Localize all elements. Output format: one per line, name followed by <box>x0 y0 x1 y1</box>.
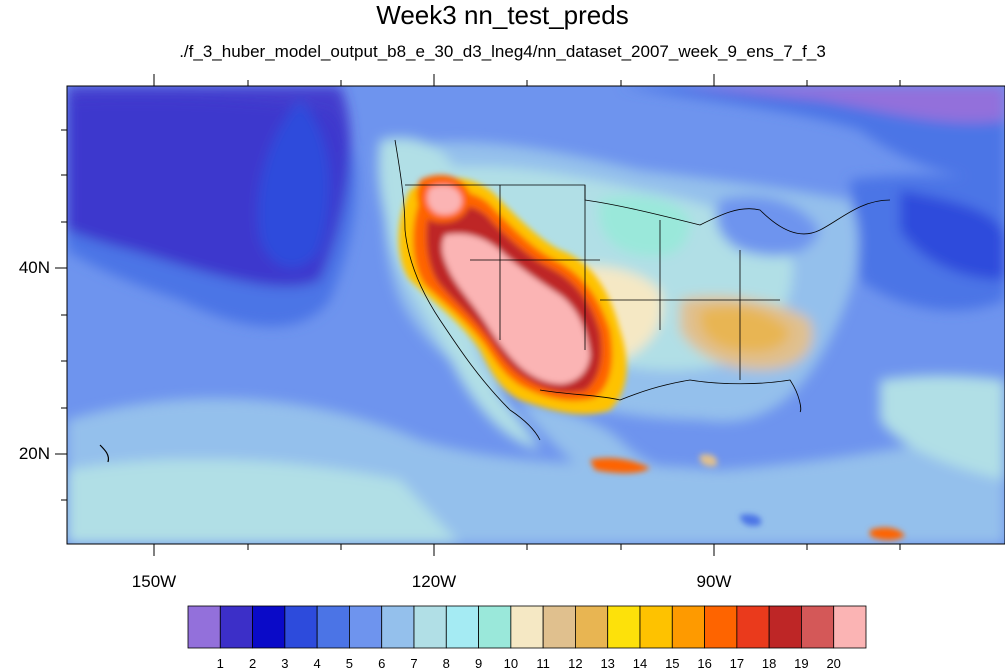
colorbar-swatch <box>478 605 512 649</box>
colorbar-tick-label: 16 <box>697 656 712 671</box>
lat-label-20n: 20N <box>18 444 50 463</box>
colorbar-tick-label: 19 <box>794 656 809 671</box>
lat-ticks <box>55 129 67 501</box>
colorbar-tick-label: 9 <box>474 656 483 671</box>
colorbar-swatch <box>607 605 641 649</box>
lat-label-40n: 40N <box>18 258 50 277</box>
figure-title: Week3 nn_test_preds <box>376 0 629 30</box>
colorbar-tick-label: 20 <box>826 656 841 671</box>
colorbar-swatch <box>704 605 738 649</box>
colorbar-tick-label: 8 <box>442 656 450 671</box>
colorbar-swatch <box>801 605 835 649</box>
colorbar-swatch <box>316 605 350 649</box>
colorbar-swatch <box>510 605 544 649</box>
colorbar-swatch <box>219 605 253 649</box>
coastlines <box>99 139 891 463</box>
colorbar <box>187 605 867 649</box>
colorbar-swatch <box>736 605 770 649</box>
colorbar-swatch <box>413 605 447 649</box>
colorbar-tick-label: 3 <box>281 656 289 671</box>
colorbar-swatch <box>768 605 802 649</box>
lon-label-150w: 150W <box>131 572 177 591</box>
lon-ticks <box>153 74 901 556</box>
colorbar-tick-label: 13 <box>600 656 615 671</box>
colorbar-swatch <box>187 605 221 649</box>
colorbar-swatch <box>284 605 318 649</box>
colorbar-swatch <box>671 605 705 649</box>
colorbar-tick-label: 6 <box>378 656 386 671</box>
figure-subtitle: ./f_3_huber_model_output_b8_e_30_d3_lneg… <box>179 42 826 61</box>
colorbar-swatch <box>252 605 286 649</box>
colorbar-swatch <box>575 605 609 649</box>
map-field <box>67 86 1005 544</box>
colorbar-tick-label: 7 <box>410 656 418 671</box>
colorbar-tick-label: 15 <box>665 656 680 671</box>
colorbar-tick-label: 4 <box>313 656 321 671</box>
colorbar-tick-label: 5 <box>345 656 353 671</box>
colorbar-tick-label: 18 <box>761 656 777 671</box>
colorbar-tick-label: 11 <box>536 656 550 671</box>
lon-label-90w: 90W <box>696 572 732 591</box>
colorbar-swatch <box>639 605 673 649</box>
colorbar-tick-label: 1 <box>216 656 224 671</box>
colorbar-tick-label: 14 <box>632 656 648 671</box>
colorbar-swatch <box>445 605 479 649</box>
colorbar-tick-label: 10 <box>503 656 519 671</box>
colorbar-tick-label: 17 <box>729 656 745 671</box>
colorbar-swatch <box>349 605 383 649</box>
colorbar-swatch <box>381 605 415 649</box>
colorbar-swatch <box>542 605 576 649</box>
colorbar-swatch <box>833 605 867 649</box>
colorbar-tick-label: 2 <box>248 656 257 671</box>
colorbar-tick-label: 12 <box>568 656 583 671</box>
lon-label-120w: 120W <box>411 572 457 591</box>
